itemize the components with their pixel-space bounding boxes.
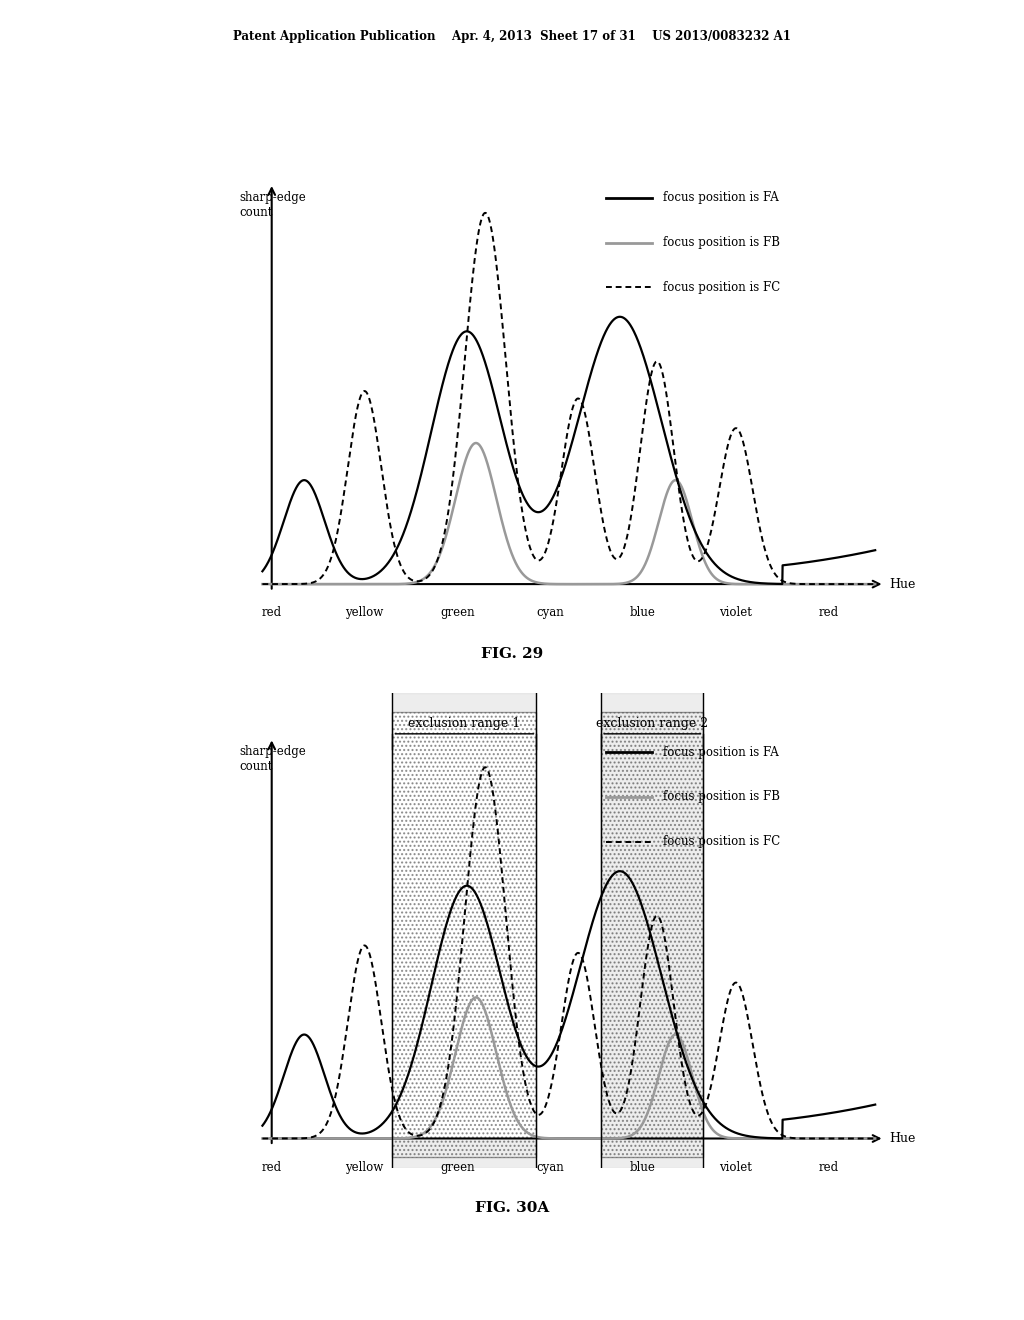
Bar	[392, 711, 537, 1158]
Text: cyan: cyan	[537, 606, 564, 619]
Bar	[601, 693, 703, 1168]
Text: sharp-edge
count: sharp-edge count	[240, 744, 306, 774]
Text: blue: blue	[630, 1160, 656, 1173]
Text: focus position is FA: focus position is FA	[664, 191, 779, 205]
Text: red: red	[262, 606, 282, 619]
Text: exclusion range 2: exclusion range 2	[596, 717, 709, 730]
Text: Patent Application Publication    Apr. 4, 2013  Sheet 17 of 31    US 2013/008323: Patent Application Publication Apr. 4, 2…	[233, 30, 791, 44]
Text: FIG. 30A: FIG. 30A	[475, 1201, 549, 1216]
Bar	[392, 693, 537, 1168]
Text: red: red	[262, 1160, 282, 1173]
Text: focus position is FC: focus position is FC	[664, 281, 780, 293]
Text: cyan: cyan	[537, 1160, 564, 1173]
Text: focus position is FA: focus position is FA	[664, 746, 779, 759]
Bar	[601, 711, 703, 1158]
Text: green: green	[440, 606, 475, 619]
Text: focus position is FB: focus position is FB	[664, 236, 780, 249]
Text: green: green	[440, 1160, 475, 1173]
Text: Hue: Hue	[889, 1133, 915, 1144]
Text: focus position is FC: focus position is FC	[664, 836, 780, 847]
Text: red: red	[819, 1160, 839, 1173]
Text: Hue: Hue	[889, 578, 915, 590]
Text: violet: violet	[720, 606, 753, 619]
Text: focus position is FB: focus position is FB	[664, 791, 780, 804]
Text: yellow: yellow	[345, 1160, 384, 1173]
Text: FIG. 29: FIG. 29	[481, 647, 543, 661]
Text: red: red	[819, 606, 839, 619]
Text: blue: blue	[630, 606, 656, 619]
Text: sharp-edge
count: sharp-edge count	[240, 190, 306, 219]
Text: exclusion range 1: exclusion range 1	[409, 717, 520, 730]
Text: violet: violet	[720, 1160, 753, 1173]
Text: yellow: yellow	[345, 606, 384, 619]
